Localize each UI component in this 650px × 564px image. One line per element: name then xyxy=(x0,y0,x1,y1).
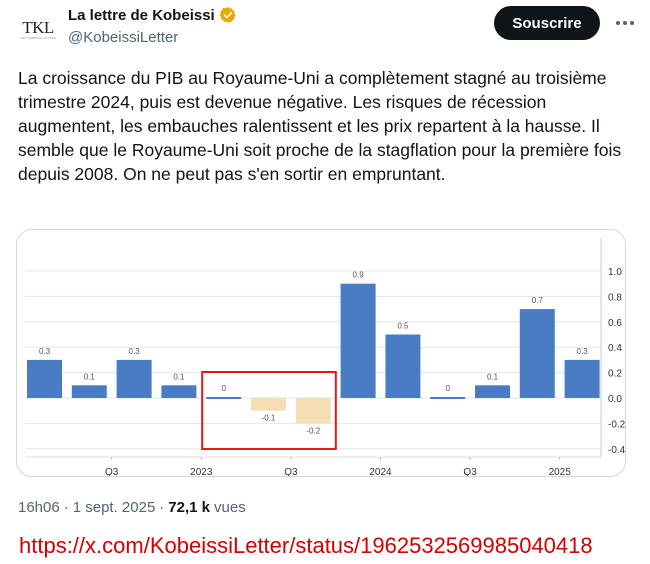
bar-value-label: 0.3 xyxy=(39,347,51,356)
bar-value-label: 0.3 xyxy=(577,347,589,356)
bar-value-label: 0.1 xyxy=(173,372,185,381)
avatar-logo-subtext: THE KOBEISSI LETTER xyxy=(20,36,56,40)
bar-value-label: 0.9 xyxy=(353,271,365,280)
highlight-box xyxy=(201,371,337,450)
tweet-time[interactable]: 16h06 xyxy=(18,499,60,516)
chart-bar xyxy=(340,283,376,398)
bar-value-label: 0.5 xyxy=(397,322,409,331)
chart-bar xyxy=(161,385,197,398)
account-name-row: La lettre de Kobeissi xyxy=(68,6,237,24)
y-tick-label: 0.4 xyxy=(608,343,622,354)
chart-bar xyxy=(251,398,286,411)
bar-value-label: -0.2 xyxy=(306,426,320,435)
avatar-logo: TKL xyxy=(22,18,54,37)
y-tick-label: 0.0 xyxy=(608,394,622,405)
account-handle[interactable]: @KobeissiLetter xyxy=(68,29,179,46)
y-tick-label: 0.6 xyxy=(608,318,622,329)
bar-value-label: -0.1 xyxy=(262,414,276,423)
x-tick-label: Q3 xyxy=(284,467,298,477)
bar-value-label: 0.1 xyxy=(487,372,499,381)
chart-image[interactable]: 1.0 0.8 0.6 0.4 0.2 0.0 -0.2 -0.4 0.3 0.1 0.3 0.1 0 -… xyxy=(16,229,626,477)
meta-separator: · xyxy=(63,499,69,516)
gdp-bar-chart: 1.0 0.8 0.6 0.4 0.2 0.0 -0.2 -0.4 0.3 0.1 0.3 0.1 0 -… xyxy=(25,238,626,477)
y-tick-label: 1.0 xyxy=(608,267,622,278)
x-tick-label: 2023 xyxy=(190,467,213,477)
verified-badge-icon[interactable] xyxy=(219,6,237,24)
chart-bar xyxy=(116,359,152,398)
x-tick-label: Q3 xyxy=(463,467,477,477)
tweet-meta: 16h06 · 1 sept. 2025 · 72,1 k vues xyxy=(18,499,246,516)
chart-bar xyxy=(71,385,107,398)
chart-bar xyxy=(430,397,466,399)
bar-value-label: 0 xyxy=(445,384,450,393)
tweet-text: La croissance du PIB au Royaume-Uni a co… xyxy=(18,68,626,184)
bar-value-label: 0.3 xyxy=(129,347,141,356)
tweet-date[interactable]: 1 sept. 2025 xyxy=(72,499,156,516)
more-options-icon[interactable] xyxy=(614,14,636,32)
chart-bar xyxy=(519,309,555,398)
views-label: vues xyxy=(214,499,246,516)
y-tick-label: -0.4 xyxy=(608,445,626,456)
bar-value-label: 0 xyxy=(221,384,226,393)
chart-bar xyxy=(27,359,62,398)
y-tick-label: 0.8 xyxy=(608,292,622,303)
account-name[interactable]: La lettre de Kobeissi xyxy=(68,6,215,24)
avatar[interactable]: TKL THE KOBEISSI LETTER xyxy=(18,10,58,50)
views-count: 72,1 k xyxy=(168,499,211,516)
meta-separator: · xyxy=(159,499,165,516)
chart-bar xyxy=(385,334,421,398)
bar-value-label: 0.1 xyxy=(84,372,96,381)
bar-value-label: 0.7 xyxy=(532,296,544,305)
subscribe-button[interactable]: Souscrire xyxy=(494,6,600,40)
x-tick-label: Q3 xyxy=(105,467,119,477)
source-url[interactable]: https://x.com/KobeissiLetter/status/1962… xyxy=(19,533,593,558)
chart-bar xyxy=(564,359,600,398)
y-tick-label: -0.2 xyxy=(608,419,626,430)
chart-bar xyxy=(475,385,510,398)
y-tick-label: 0.2 xyxy=(608,369,622,380)
x-tick-label: 2025 xyxy=(549,467,572,477)
x-tick-label: 2024 xyxy=(369,467,392,477)
chart-bar xyxy=(206,397,242,399)
chart-bar xyxy=(295,398,331,424)
